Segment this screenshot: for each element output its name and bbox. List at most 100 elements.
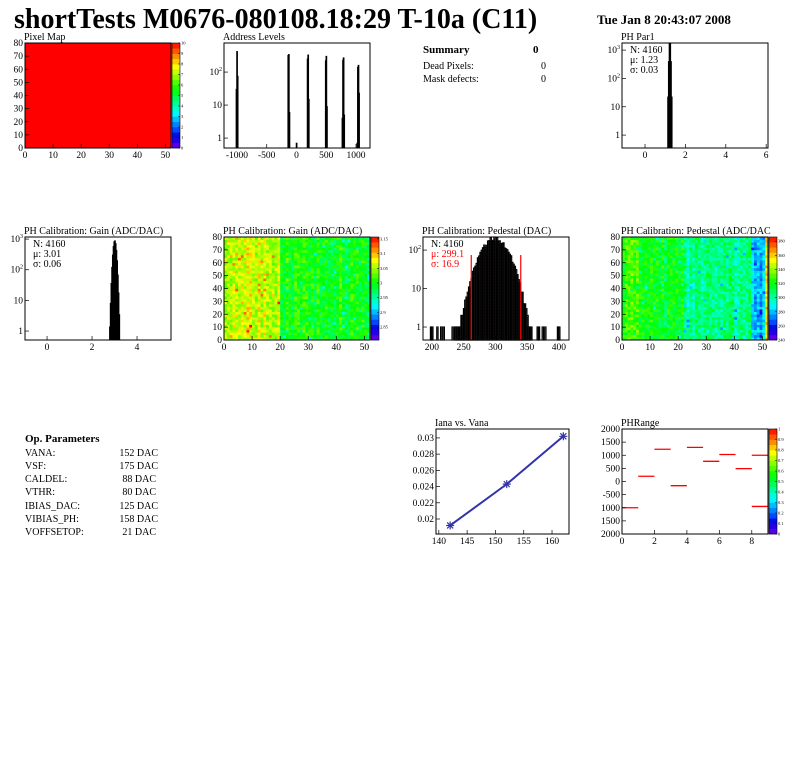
heatmap-cell (633, 319, 637, 323)
heatmap-cell (655, 265, 659, 269)
heatmap-cell (720, 337, 724, 341)
heatmap-cell (252, 324, 256, 328)
heatmap-cell (302, 249, 306, 253)
heatmap-cell (683, 283, 687, 287)
param-label: CALDEL: (25, 474, 67, 485)
heatmap-cell (714, 244, 718, 248)
heatmap-cell (240, 270, 244, 274)
heatmap-cell (268, 280, 273, 284)
heatmap-cell (627, 291, 631, 294)
x-tick-label: 20 (673, 343, 683, 353)
heatmap-cell (689, 311, 693, 315)
heatmap-cell (350, 296, 354, 300)
heatmap-cell (709, 306, 713, 310)
heatmap-cell (353, 247, 357, 251)
heatmap-cell (655, 247, 659, 251)
heatmap-cell (311, 283, 315, 287)
heatmap-cell (327, 327, 331, 331)
heatmap-cell (624, 324, 628, 328)
heatmap-cell (347, 283, 351, 287)
heatmap-cell (254, 283, 258, 287)
heatmap-cell (745, 324, 749, 328)
heatmap-cell (655, 275, 659, 279)
heatmap-cell (274, 285, 278, 289)
chart-title: PH Calibration: Gain (ADC/DAC) (223, 226, 362, 237)
palette-swatch (769, 237, 777, 243)
heatmap-cell (341, 301, 346, 305)
heatmap-cell (683, 260, 687, 264)
heatmap-cell (341, 293, 346, 297)
heatmap-cell (322, 309, 326, 312)
x-tick-label: 2 (90, 343, 95, 353)
heatmap-cell (661, 301, 665, 305)
heatmap-cell (358, 324, 362, 328)
heatmap-cell (308, 249, 312, 253)
heatmap-cell (285, 301, 289, 305)
heatmap-cell (762, 311, 766, 315)
heatmap-cell (678, 321, 682, 325)
palette-swatch (769, 252, 777, 258)
heatmap-cell (633, 239, 637, 243)
heatmap-cell (274, 314, 278, 318)
heatmap-cell (751, 321, 755, 325)
heatmap-cell (737, 239, 741, 243)
timestamp: Tue Jan 8 20:43:07 2008 (597, 12, 731, 27)
heatmap-cell (350, 327, 354, 331)
heatmap-cell (238, 334, 242, 338)
heatmap-cell (683, 334, 687, 338)
heatmap-cell (661, 334, 665, 338)
heatmap-cell (232, 260, 236, 264)
heatmap-cell (367, 329, 371, 333)
heatmap-cell (678, 334, 682, 338)
heatmap-cell (325, 280, 329, 284)
heatmap-cell (650, 257, 654, 261)
heatmap-cell (294, 260, 298, 264)
heatmap-cell (297, 278, 301, 282)
heatmap-cell (297, 291, 301, 294)
heatmap-cell (305, 252, 309, 256)
heatmap-cell (652, 309, 656, 312)
heatmap-cell (762, 278, 766, 282)
heatmap-cell (725, 285, 729, 289)
heatmap-cell (753, 306, 758, 310)
heatmap-cell (686, 296, 690, 300)
heatmap-cell (739, 334, 744, 338)
heatmap-cell (341, 260, 346, 264)
heatmap-cell (692, 249, 696, 253)
heatmap-cell (731, 237, 735, 240)
heatmap-cell (240, 296, 244, 300)
heatmap-cell (341, 237, 346, 240)
heatmap-cell (339, 278, 343, 282)
heatmap-cell (647, 283, 651, 287)
heatmap-cell (669, 273, 673, 276)
heatmap-cell (647, 275, 651, 279)
heatmap-cell (753, 288, 758, 292)
heatmap-cell (624, 285, 628, 289)
heatmap-cell (235, 270, 239, 274)
heatmap-cell (672, 249, 676, 253)
heatmap-cell (249, 278, 253, 282)
heatmap-cell (280, 237, 284, 240)
summary-label: Mask defects: (423, 74, 479, 85)
heatmap-cell (226, 285, 230, 289)
heatmap-cell (638, 255, 642, 258)
heatmap-cell (274, 329, 278, 333)
heatmap-cell (678, 337, 682, 341)
heatmap-cell (678, 303, 682, 307)
heatmap-cell (669, 242, 673, 246)
heatmap-cell (647, 262, 651, 266)
heatmap-cell (742, 291, 746, 294)
heatmap-cell (327, 311, 331, 315)
palette-swatch (769, 288, 777, 294)
palette-swatch (371, 278, 379, 284)
heatmap-cell (650, 303, 654, 307)
heatmap-cell (655, 327, 659, 331)
heatmap-cell (280, 327, 284, 331)
heatmap-cell (689, 298, 693, 302)
heatmap-cell (622, 285, 626, 289)
heatmap-cell (655, 332, 659, 336)
palette-swatch (172, 53, 180, 60)
palette-tick-label: 240 (778, 338, 786, 343)
heatmap-cell (327, 260, 331, 264)
heatmap-cell (280, 324, 284, 328)
